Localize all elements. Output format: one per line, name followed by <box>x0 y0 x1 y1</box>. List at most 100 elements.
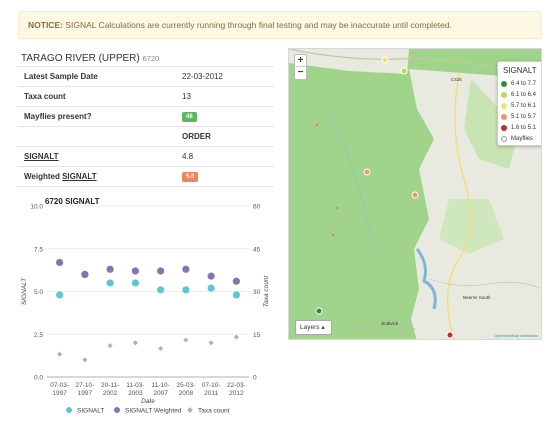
x-tick-label: 2003 <box>128 390 143 397</box>
taxa-count-point <box>82 357 88 363</box>
chart-marks <box>56 258 240 363</box>
site-marker[interactable] <box>400 67 408 75</box>
x-tick-label: 20-11- <box>101 382 119 389</box>
table-row: ORDER <box>18 126 274 147</box>
map-attribution[interactable]: OpenStreetMap contributors <box>494 334 538 338</box>
y-tick-label: 10.0 <box>30 204 43 211</box>
x-tick-label: 2007 <box>153 390 168 397</box>
legend-swatch <box>187 407 193 413</box>
x-tick-label: 07-03- <box>50 382 69 389</box>
y-tick-label: 7.5 <box>34 246 43 253</box>
legend-label: 6.1 to 6.4 <box>511 91 537 98</box>
legend-label: 5.1 to 5.7 <box>511 113 537 120</box>
taxa-count-point <box>233 334 239 340</box>
layers-button[interactable]: Layers ▴ <box>295 320 332 335</box>
table-row: SIGNALT 4.8 <box>18 146 274 167</box>
x-tick-label: 2008 <box>179 390 194 397</box>
taxa-count-point <box>208 340 214 346</box>
y2-tick-label: 60 <box>253 204 261 211</box>
x-tick-label: 1997 <box>78 390 93 397</box>
y-tick-label: 2.5 <box>34 332 43 339</box>
signalt-weighted-point <box>106 265 114 273</box>
road-label: C425 <box>451 77 462 82</box>
town-label: Neerim South <box>463 295 491 300</box>
taxa-count-point <box>107 343 113 349</box>
map-panel[interactable]: + − C425 Neerim South Jindivick SIGNALT … <box>288 48 542 340</box>
zoom-control: + − <box>294 54 307 80</box>
table-row: Weighted SIGNALT 5.6 <box>18 166 274 187</box>
signalt-weighted-point <box>81 270 89 278</box>
taxa-count-point <box>183 337 189 343</box>
legend-swatch <box>66 407 72 413</box>
legend-label[interactable]: Taxa count <box>198 408 230 415</box>
signalt-label[interactable]: SIGNALT <box>24 152 59 161</box>
legend-swatch <box>501 113 507 120</box>
legend-label: 1.6 to 5.1 <box>511 124 537 131</box>
latest-sample-value: 22-03-2012 <box>176 66 274 87</box>
site-title: TARAGO RIVER (UPPER) 6720 <box>21 53 159 64</box>
site-info-table: Latest Sample Date 22-03-2012 Taxa count… <box>18 66 274 187</box>
signalt-weighted-point <box>131 267 139 275</box>
y2-tick-label: 0 <box>253 375 257 382</box>
zoom-in-button[interactable]: + <box>295 55 306 67</box>
mayfly-marker <box>335 206 339 210</box>
weighted-prefix: Weighted <box>24 172 63 181</box>
mayflies-badge: 46 <box>182 112 197 122</box>
legend-label: Mayflies <box>511 135 534 142</box>
site-name: TARAGO RIVER (UPPER) <box>21 53 140 64</box>
chart-grid <box>47 205 249 378</box>
signalt-point <box>157 286 165 294</box>
legend-label[interactable]: SIGNALT <box>77 408 104 415</box>
mayflies-label: Mayflies present? <box>18 106 176 127</box>
x-tick-label: 27-10- <box>75 382 94 389</box>
weighted-signalt-link[interactable]: SIGNALT <box>62 172 97 181</box>
x-tick-label: 07-10- <box>202 382 221 389</box>
table-row: Taxa count 13 <box>18 86 274 107</box>
signalt-value: 4.8 <box>176 146 274 167</box>
legend-swatch <box>501 91 507 98</box>
site-marker[interactable] <box>363 168 371 176</box>
site-marker[interactable] <box>446 331 454 339</box>
zoom-out-button[interactable]: − <box>297 67 304 78</box>
legend-swatch <box>501 102 507 109</box>
signalt-point <box>182 286 190 294</box>
signalt-point <box>106 279 114 287</box>
weighted-badge: 5.6 <box>182 172 199 182</box>
x-tick-label: 2012 <box>229 390 244 397</box>
signalt-weighted-point <box>207 272 215 280</box>
legend-label[interactable]: SIGNALT Weighted <box>125 408 182 415</box>
map-legend-item: 6.4 to 7.7 <box>501 78 539 89</box>
x-tick-label: 25-03- <box>176 382 195 389</box>
map-markers <box>315 56 454 339</box>
signalt-point <box>207 284 215 292</box>
signalt-weighted-point <box>157 267 165 275</box>
y2-tick-label: 15 <box>253 332 261 339</box>
site-marker[interactable] <box>411 191 419 199</box>
signalt-chart: 6720 SIGNALT 0.0 2.5 5.0 7.5 10.0 0 15 30 45 60 07… <box>21 197 270 415</box>
legend-swatch <box>501 135 507 142</box>
site-marker[interactable] <box>315 307 323 315</box>
site-marker[interactable] <box>381 56 389 64</box>
notice-label: NOTICE: <box>28 20 63 30</box>
y2-axis-title: Taxa count <box>263 275 270 308</box>
x-tick-label: 2011 <box>204 390 218 397</box>
notice-banner: NOTICE: SIGNAL Calculations are currentl… <box>18 11 542 39</box>
site-code: 6720 <box>142 54 160 63</box>
legend-swatch <box>114 407 120 413</box>
x-tick-label: 11-10- <box>151 382 169 389</box>
map-legend-item: Mayflies <box>501 133 539 144</box>
y-tick-label: 0.0 <box>34 375 43 382</box>
x-axis-title: Date <box>141 398 155 405</box>
notice-text: SIGNAL Calculations are currently runnin… <box>65 20 452 30</box>
signalt-point <box>56 291 64 299</box>
legend-label: 5.7 to 6.1 <box>511 102 537 109</box>
order-header: ORDER <box>176 126 274 147</box>
mayfly-marker <box>315 123 319 127</box>
signalt-point <box>232 291 240 299</box>
chart-title: 6720 SIGNALT <box>45 197 100 206</box>
taxa-count-point <box>132 340 138 346</box>
legend-swatch <box>501 80 507 87</box>
legend-label: 6.4 to 7.7 <box>511 80 537 87</box>
chart-legend: SIGNALT SIGNALT Weighted Taxa count <box>66 407 230 415</box>
x-tick-label: 1997 <box>52 390 67 397</box>
